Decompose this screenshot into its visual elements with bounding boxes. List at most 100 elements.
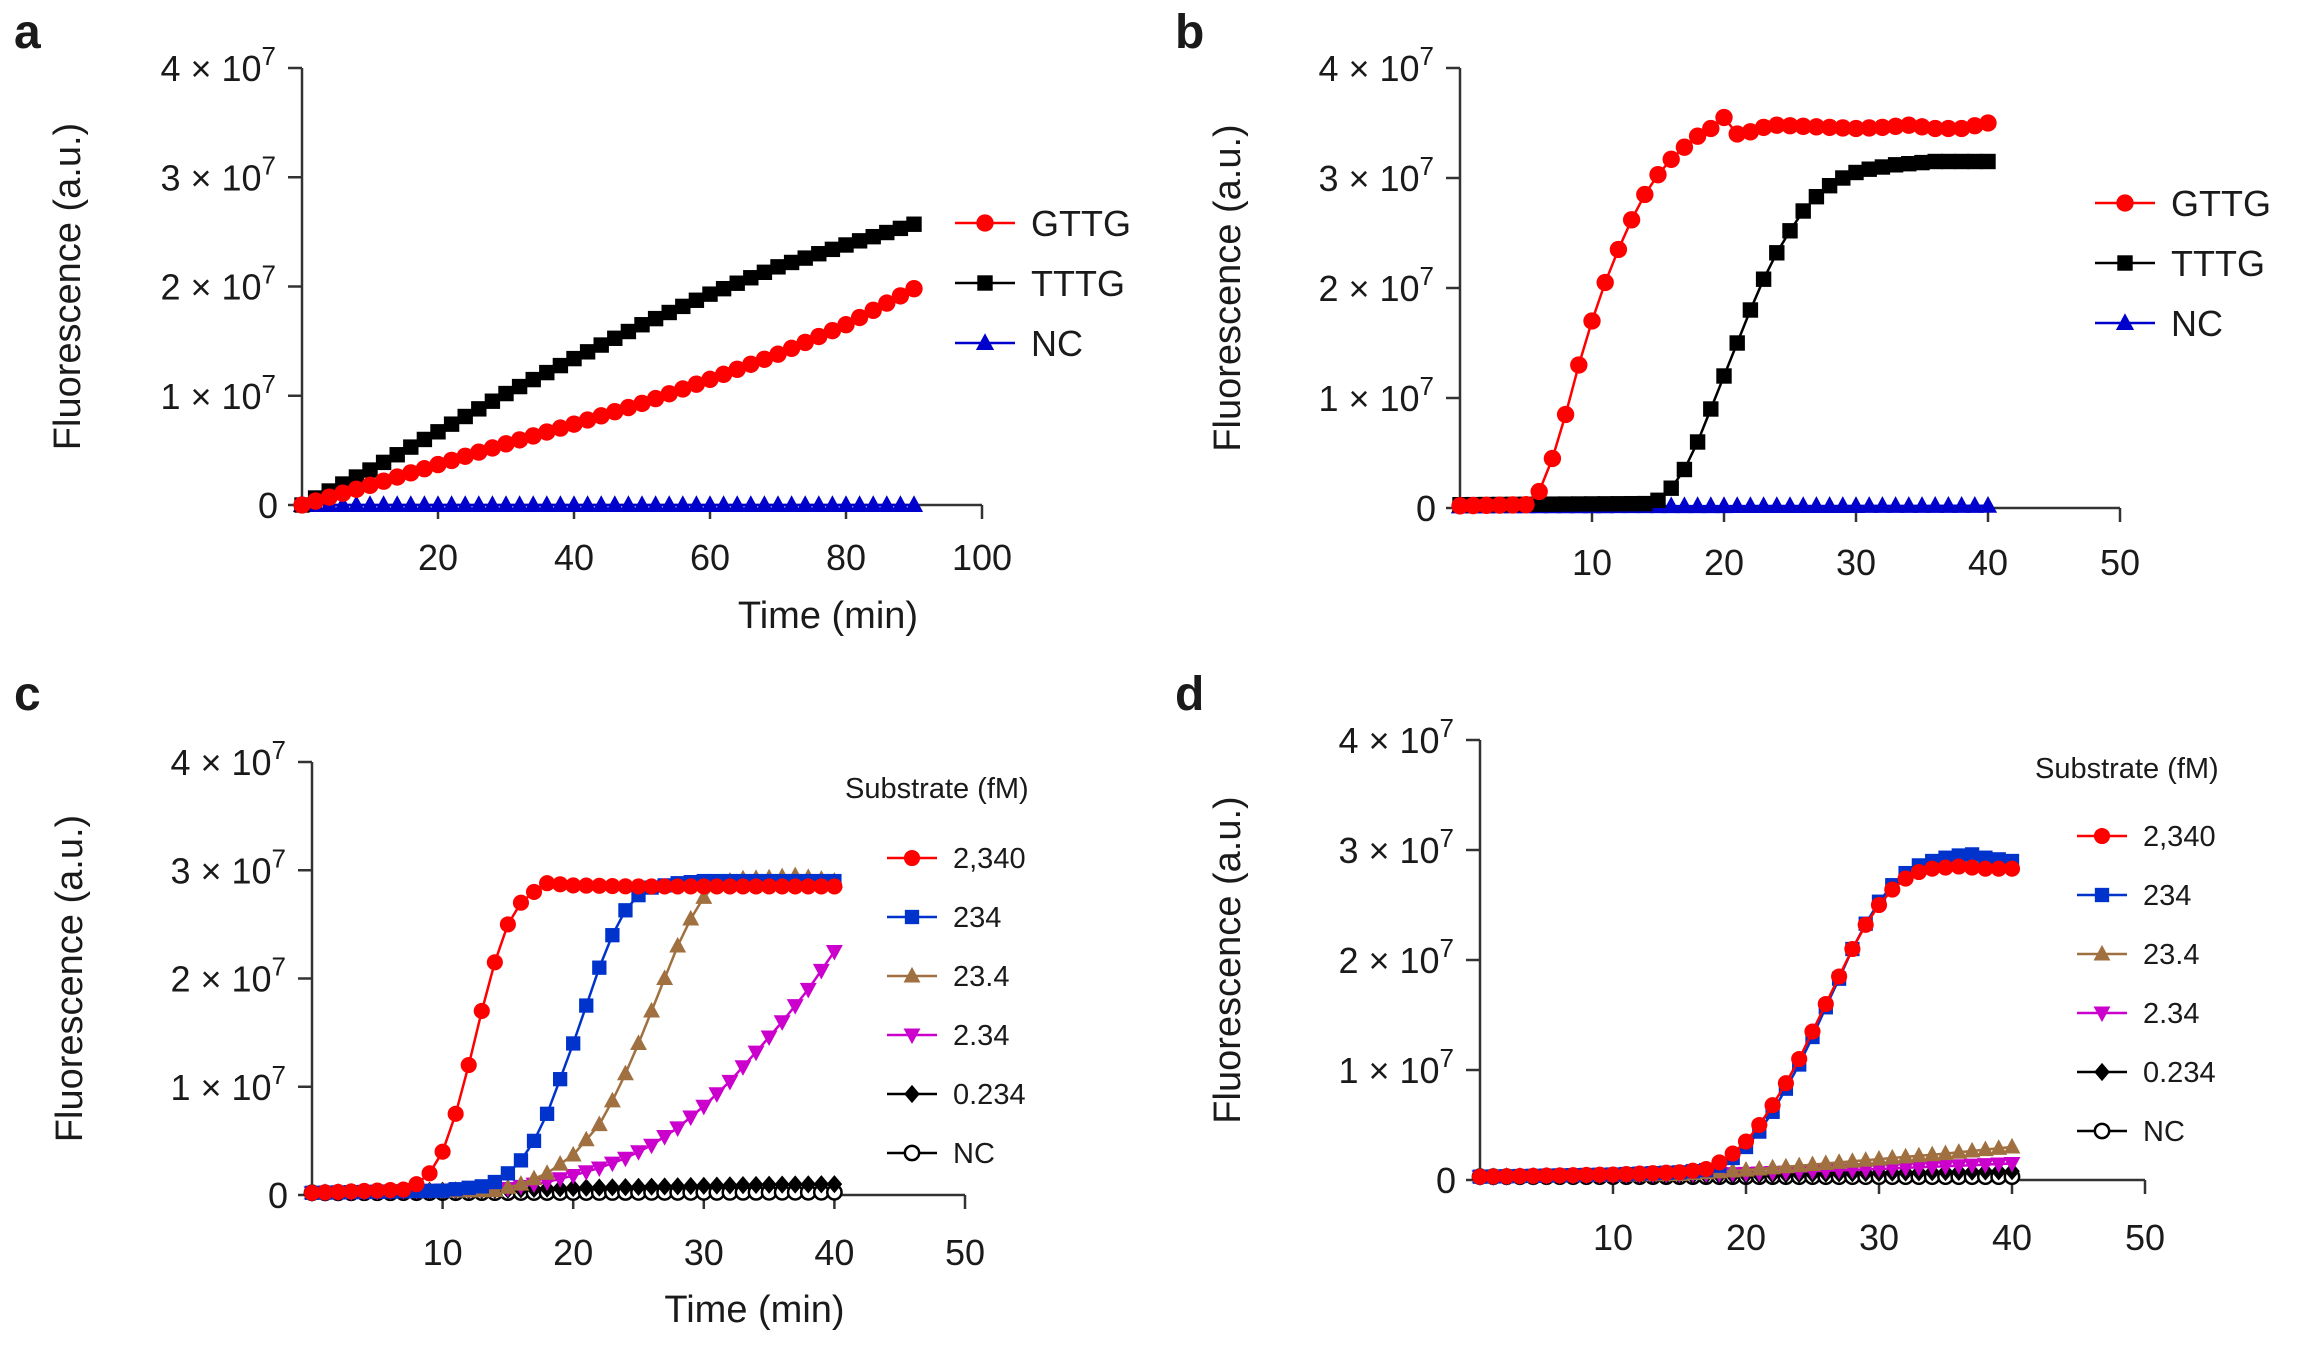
y-tick-label: 3 × 107: [1318, 151, 1434, 199]
data-point: [714, 365, 733, 384]
data-point: [1724, 1161, 1742, 1178]
legend-label: 234: [2143, 880, 2191, 912]
data-point: [1570, 356, 1588, 374]
legend-marker: [2117, 255, 2133, 271]
data-point: [486, 954, 503, 971]
data-point: [656, 1130, 674, 1146]
data-point: [603, 1091, 621, 1108]
data-point: [728, 495, 747, 512]
data-point: [632, 495, 652, 512]
y-tick-label: 3 × 107: [160, 150, 276, 198]
data-point: [604, 1178, 621, 1197]
data-point: [524, 427, 542, 445]
y-tick-label: 3 × 107: [170, 843, 286, 891]
legend-item: 2.34: [2077, 998, 2199, 1030]
data-point: [682, 909, 700, 926]
data-point: [1609, 240, 1628, 259]
data-point: [591, 1178, 608, 1197]
data-point: [1899, 496, 1918, 513]
panel-letter: a: [14, 6, 41, 59]
data-point: [630, 878, 647, 895]
data-point: [1870, 1150, 1888, 1166]
data-point: [850, 495, 869, 512]
data-point: [721, 878, 738, 895]
data-point: [1754, 496, 1773, 514]
legend-marker: [2093, 827, 2111, 845]
data-point: [1571, 496, 1587, 512]
data-point: [593, 337, 609, 353]
y-tick-exponent: 7: [1420, 371, 1434, 401]
data-point: [539, 364, 555, 381]
data-point: [343, 1183, 360, 1200]
panel-a: a 0 1 × 107 2 × 107 3 × 107 4 × 107 20 40 60 80 10…: [14, 6, 1131, 637]
data-point: [643, 1138, 661, 1155]
data-point: [1591, 1166, 1608, 1183]
series-2.34: [303, 944, 843, 1202]
y-axis-title: Fluorescence (a.u.): [47, 123, 89, 450]
data-point: [1950, 1159, 1968, 1175]
data-point: [473, 1002, 490, 1020]
data-point: [1451, 497, 1469, 515]
legend-item: 0.234: [2077, 1057, 2216, 1089]
data-point: [824, 241, 841, 258]
y-tick-label: 3 × 107: [1338, 823, 1454, 871]
data-point: [1843, 1152, 1861, 1168]
data-point: [1953, 153, 1970, 170]
data-point: [1622, 211, 1641, 229]
data-point: [416, 431, 433, 448]
data-point: [1742, 302, 1759, 318]
legend-item: GTTG: [2095, 183, 2271, 224]
data-point: [864, 495, 883, 512]
data-point: [1544, 496, 1561, 512]
data-point: [810, 327, 828, 346]
y-tick-exponent: 7: [262, 150, 276, 180]
legend-label: TTTG: [1031, 263, 1125, 304]
data-point: [1873, 118, 1892, 137]
y-tick-label: 0: [258, 485, 278, 526]
data-point: [499, 916, 516, 933]
data-point: [742, 355, 760, 373]
y-tick-label: 4 × 107: [1318, 41, 1434, 89]
y-tick-label: 0: [1436, 1160, 1456, 1201]
data-point: [334, 484, 352, 502]
data-point: [1583, 312, 1601, 330]
data-point: [643, 1001, 661, 1018]
data-point: [782, 339, 801, 358]
data-point: [1790, 1156, 1808, 1173]
data-point: [809, 495, 828, 512]
legend-item: TTTG: [2095, 243, 2265, 284]
data-point: [1543, 449, 1562, 468]
panel-d: d 0 1 × 107 2 × 107 3 × 107 4 × 107 10 20 30 40 50…: [1175, 668, 2219, 1258]
legend-item: 23.4: [887, 961, 1009, 993]
data-point: [422, 1183, 437, 1199]
y-tick-label: 4 × 107: [160, 41, 276, 89]
data-point: [1976, 1158, 1994, 1174]
data-point: [1900, 116, 1918, 134]
data-point: [1701, 496, 1720, 514]
data-point: [1807, 496, 1826, 513]
data-point: [1967, 153, 1983, 170]
data-point: [1777, 1157, 1795, 1174]
data-point: [1923, 1145, 1941, 1162]
data-point: [460, 1057, 477, 1074]
data-point: [1689, 434, 1706, 450]
data-point: [1990, 1157, 2008, 1174]
data-point: [770, 259, 786, 275]
data-point: [768, 495, 788, 512]
x-tick-label: 10: [1572, 542, 1612, 583]
data-point: [1886, 117, 1905, 135]
data-point: [578, 411, 597, 429]
data-point: [1511, 1167, 1528, 1185]
data-point: [687, 495, 706, 512]
data-point: [786, 999, 804, 1015]
data-point: [747, 878, 765, 895]
data-point: [1844, 940, 1861, 958]
data-point: [1910, 1146, 1928, 1163]
data-point: [434, 1143, 451, 1160]
series-line: [1459, 160, 1988, 506]
data-point: [551, 1172, 569, 1188]
legend-item: NC: [887, 1138, 995, 1170]
data-point: [483, 439, 502, 457]
data-point: [708, 1087, 726, 1103]
data-point: [782, 495, 801, 512]
